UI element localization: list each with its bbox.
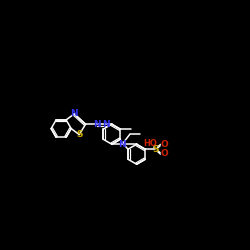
Text: O: O (160, 140, 168, 149)
Text: N: N (102, 120, 110, 129)
Text: N: N (70, 110, 78, 118)
Text: O: O (160, 149, 168, 158)
Text: N: N (118, 140, 126, 149)
Text: S: S (76, 130, 82, 139)
Text: N: N (93, 120, 100, 129)
Text: S: S (152, 145, 159, 154)
Text: HO: HO (143, 139, 157, 148)
